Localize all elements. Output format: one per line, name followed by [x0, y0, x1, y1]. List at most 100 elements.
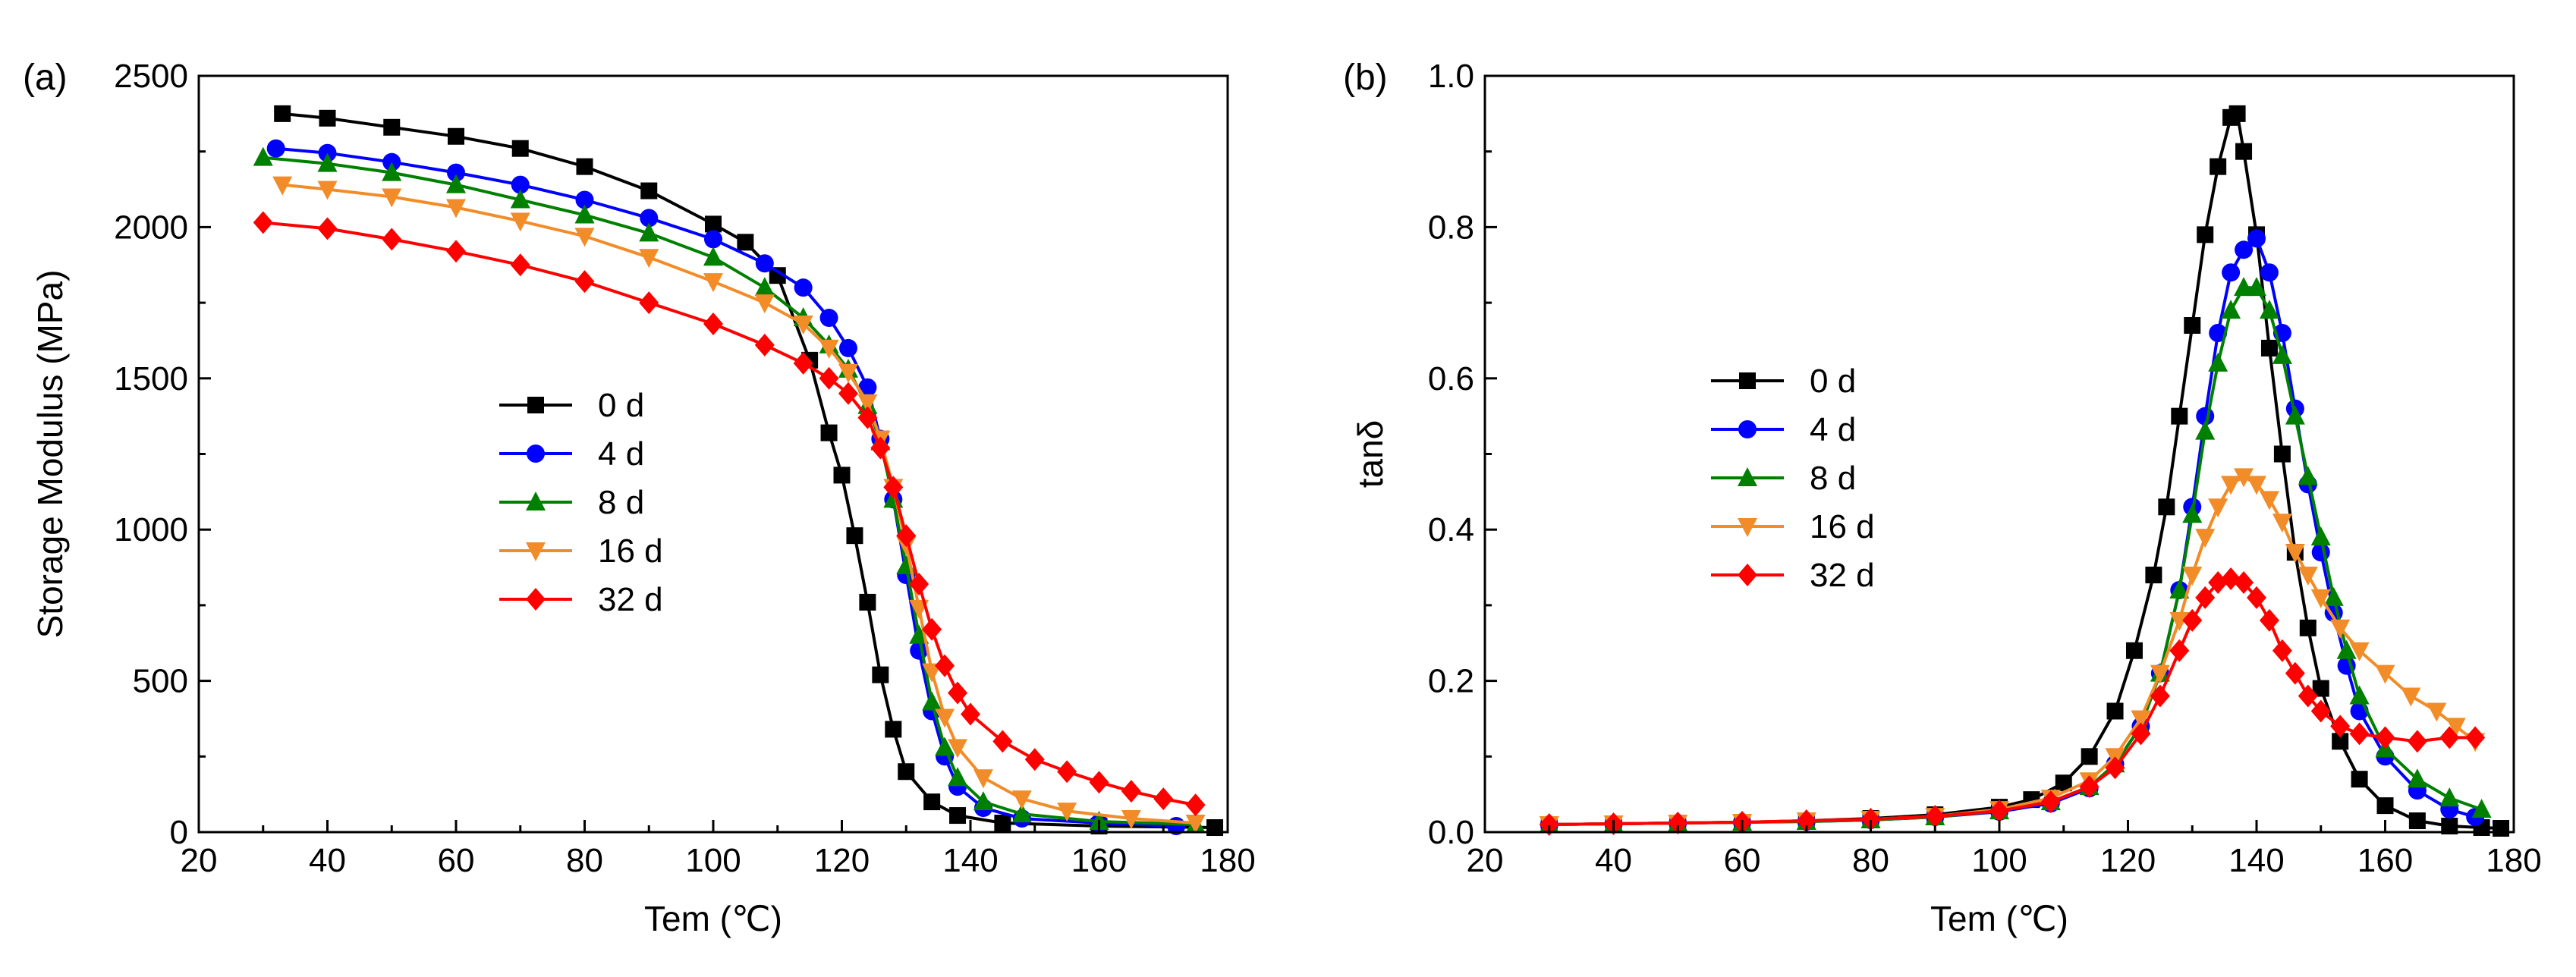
y-tick-label: 1.0 — [1428, 58, 1474, 95]
data-point — [2182, 504, 2203, 523]
legend-marker — [1738, 420, 1757, 438]
chart-panel-b: 20 40 60 80 100 120 140 160 180 0.0 0.2 0.4 0.6 0.8 1.… — [1343, 58, 2542, 938]
data-point — [2221, 300, 2241, 319]
data-point — [705, 215, 722, 233]
plot-area — [253, 105, 1224, 837]
data-point — [2351, 771, 2368, 788]
data-point — [575, 190, 594, 209]
data-point — [2260, 263, 2279, 282]
data-point — [2228, 105, 2246, 122]
data-point — [1989, 800, 2009, 823]
legend-label: 0 d — [1810, 363, 1856, 400]
series-8-d — [1539, 277, 2492, 834]
x-axis-title: Tem (℃) — [644, 899, 782, 938]
series-line — [263, 221, 1196, 807]
data-point — [319, 109, 336, 127]
data-point — [2106, 702, 2124, 720]
data-point — [2150, 684, 2170, 708]
data-point — [883, 476, 904, 499]
data-point — [2235, 240, 2254, 259]
data-point — [2145, 567, 2162, 584]
data-point — [272, 176, 293, 196]
x-tick-label: 120 — [2100, 842, 2156, 879]
legend-entry: 8 d — [499, 484, 644, 521]
data-point — [973, 769, 993, 789]
data-point — [510, 189, 530, 209]
data-point — [1121, 810, 1141, 830]
y-tick-label: 1000 — [114, 511, 188, 548]
data-point — [923, 793, 941, 811]
data-point — [2285, 661, 2305, 685]
data-point — [1539, 813, 1559, 837]
data-point — [794, 278, 813, 297]
data-point — [2336, 639, 2357, 659]
data-point — [2311, 543, 2330, 562]
data-point — [859, 593, 876, 611]
series-line — [282, 112, 1216, 829]
data-point — [703, 313, 723, 336]
legend: 0 d 4 d 8 d 16 d 32 d — [1711, 363, 1875, 594]
data-point — [820, 424, 838, 441]
data-point — [2330, 619, 2351, 639]
legend-entry: 8 d — [1711, 460, 1856, 497]
data-point — [317, 217, 338, 240]
data-point — [2332, 733, 2349, 750]
series-line — [1549, 475, 2477, 826]
data-point — [2349, 722, 2370, 746]
legend-label: 4 d — [598, 435, 644, 473]
data-point — [2234, 277, 2254, 297]
data-point — [640, 209, 659, 228]
data-point — [2158, 498, 2175, 516]
data-point — [819, 309, 838, 328]
data-point — [2197, 226, 2214, 243]
data-point — [2079, 775, 2099, 799]
y-tick-label: 0.4 — [1428, 511, 1474, 548]
data-point — [2182, 608, 2203, 632]
x-tick-label: 140 — [2228, 842, 2284, 879]
legend-entry: 16 d — [499, 532, 663, 570]
data-point — [994, 815, 1011, 832]
legend-entry: 16 d — [1711, 508, 1875, 545]
data-point — [2131, 710, 2151, 730]
data-point — [1024, 748, 1045, 771]
data-point — [2221, 476, 2241, 495]
data-point — [2439, 726, 2460, 749]
data-point — [2169, 611, 2190, 631]
data-point — [1185, 793, 1206, 817]
data-point — [2260, 339, 2278, 357]
series-4-d — [266, 139, 1186, 836]
x-tick-label: 20 — [181, 842, 218, 879]
panel-label: (a) — [23, 58, 68, 98]
data-point — [2330, 715, 2351, 738]
data-point — [872, 666, 889, 683]
legend-label: 8 d — [1810, 460, 1856, 497]
data-point — [2259, 300, 2279, 319]
data-point — [898, 763, 915, 781]
data-point — [2376, 797, 2394, 815]
data-point — [511, 175, 530, 194]
data-point — [1089, 771, 1109, 794]
data-point — [870, 436, 891, 460]
y-tick-label: 0.6 — [1428, 360, 1474, 397]
x-tick-label: 80 — [566, 842, 603, 879]
legend-entry: 0 d — [499, 387, 644, 424]
series-line — [1549, 112, 2502, 830]
data-point — [2247, 476, 2266, 495]
legend-marker — [526, 492, 546, 510]
data-point — [793, 351, 813, 375]
series-0-d — [1540, 105, 2510, 837]
data-point — [1925, 805, 1945, 828]
data-point — [2375, 664, 2395, 684]
data-point — [2272, 514, 2292, 533]
data-point — [2439, 787, 2460, 807]
data-point — [382, 228, 402, 251]
data-point — [2298, 567, 2318, 586]
data-point — [1668, 812, 1688, 835]
data-point — [446, 240, 466, 263]
y-tick-label: 0.2 — [1428, 663, 1474, 700]
data-point — [2259, 491, 2279, 510]
x-tick-label: 60 — [438, 842, 475, 879]
series-32-d — [253, 211, 1206, 817]
series-line — [275, 146, 1177, 828]
